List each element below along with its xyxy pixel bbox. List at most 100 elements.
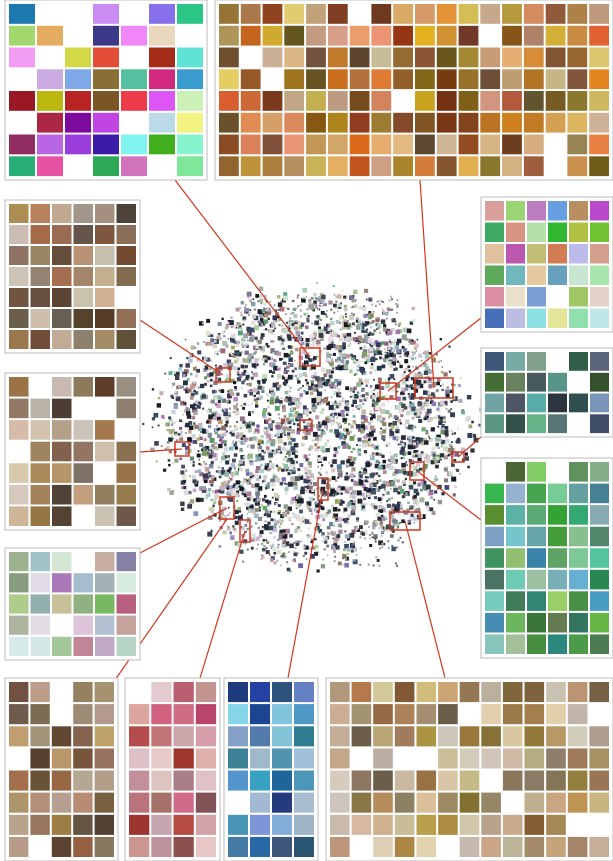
thumbnail-dot [300, 316, 302, 318]
thumbnail-dot [219, 390, 221, 392]
thumbnail-dot [371, 304, 373, 306]
thumbnail-dot [353, 290, 357, 294]
image-thumbnail [438, 682, 458, 702]
thumbnail-dot [288, 551, 290, 553]
thumbnail-dot [320, 474, 322, 476]
thumbnail-dot [338, 509, 341, 512]
image-thumbnail [567, 48, 587, 68]
image-thumbnail [485, 548, 504, 568]
thumbnail-dot [407, 502, 409, 504]
thumbnail-dot [274, 328, 276, 330]
thumbnail-dot [209, 372, 213, 376]
thumbnail-dot [262, 381, 265, 384]
image-thumbnail [567, 156, 587, 176]
thumbnail-dot [241, 314, 243, 316]
image-thumbnail [506, 373, 525, 392]
thumbnail-dot [308, 352, 310, 354]
thumbnail-dot [175, 376, 179, 380]
thumbnail-dot [400, 537, 402, 539]
thumbnail-dot [243, 561, 245, 563]
image-thumbnail [284, 113, 304, 133]
thumbnail-dot [341, 486, 345, 490]
thumbnail-dot [420, 498, 425, 503]
thumbnail-dot [323, 325, 325, 327]
thumbnail-dot [221, 395, 223, 397]
thumbnail-dot [304, 552, 307, 555]
image-thumbnail [294, 748, 314, 768]
thumbnail-dot [377, 559, 380, 562]
thumbnail-dot [239, 467, 243, 471]
image-thumbnail [74, 637, 94, 656]
thumbnail-dot [255, 522, 257, 524]
thumbnail-dot [194, 425, 198, 429]
thumbnail-dot [295, 455, 298, 458]
image-thumbnail [95, 815, 114, 835]
thumbnail-dot [333, 541, 335, 543]
image-thumbnail [589, 91, 609, 111]
thumbnail-dot [193, 461, 195, 463]
thumbnail-dot [191, 345, 195, 349]
image-thumbnail [117, 399, 137, 419]
thumbnail-dot [268, 424, 273, 429]
thumbnail-dot [338, 532, 340, 534]
thumbnail-dot [375, 305, 377, 307]
thumbnail-dot [306, 476, 310, 480]
thumbnail-dot [305, 375, 308, 378]
thumbnail-dot [322, 382, 325, 385]
thumbnail-dot [415, 357, 417, 359]
image-thumbnail [485, 414, 504, 433]
thumbnail-dot [311, 513, 313, 515]
thumbnail-dot [409, 442, 412, 445]
thumbnail-dot [286, 418, 290, 422]
thumbnail-dot [390, 296, 392, 298]
thumbnail-dot [285, 545, 287, 547]
image-thumbnail [294, 837, 314, 857]
thumbnail-dot [245, 308, 249, 312]
image-thumbnail [306, 135, 326, 155]
thumbnail-dot [229, 408, 231, 410]
thumbnail-dot [344, 563, 349, 568]
thumbnail-dot [239, 460, 243, 464]
thumbnail-dot [412, 354, 414, 356]
thumbnail-dot [336, 417, 338, 419]
thumbnail-dot [352, 306, 354, 308]
thumbnail-dot [391, 547, 396, 552]
thumbnail-dot [393, 421, 398, 426]
thumbnail-dot [221, 456, 225, 460]
thumbnail-dot [380, 509, 384, 513]
thumbnail-dot [331, 365, 333, 367]
image-thumbnail [272, 771, 292, 791]
thumbnail-dot [262, 410, 266, 414]
thumbnail-dot [317, 392, 322, 397]
thumbnail-dot [345, 558, 347, 560]
thumbnail-dot [174, 459, 178, 463]
thumbnail-dot [321, 540, 323, 542]
thumbnail-dot [202, 486, 206, 490]
thumbnail-dot [389, 299, 391, 301]
thumbnail-dot [346, 429, 349, 432]
thumbnail-dot [213, 505, 215, 507]
thumbnail-dot [259, 346, 262, 349]
thumbnail-dot [238, 331, 243, 336]
thumbnail-dot [331, 354, 333, 356]
thumbnail-dot [369, 537, 371, 539]
thumbnail-dot [280, 301, 282, 303]
image-thumbnail [590, 266, 609, 286]
thumbnail-dot [299, 498, 304, 503]
thumbnail-dot [381, 484, 386, 489]
image-thumbnail [37, 69, 63, 89]
thumbnail-dot [377, 517, 381, 521]
thumbnail-dot [393, 488, 398, 493]
thumbnail-dot [402, 397, 406, 401]
thumbnail-dot [223, 335, 225, 337]
thumbnail-dot [229, 459, 231, 461]
thumbnail-dot [296, 307, 298, 309]
thumbnail-dot [176, 439, 178, 441]
image-thumbnail [95, 771, 114, 791]
thumbnail-dot [288, 363, 290, 365]
image-thumbnail [506, 266, 525, 286]
thumbnail-dot [301, 443, 305, 447]
thumbnail-dot [369, 432, 374, 437]
thumbnail-dot [185, 446, 189, 450]
thumbnail-dot [285, 556, 287, 558]
